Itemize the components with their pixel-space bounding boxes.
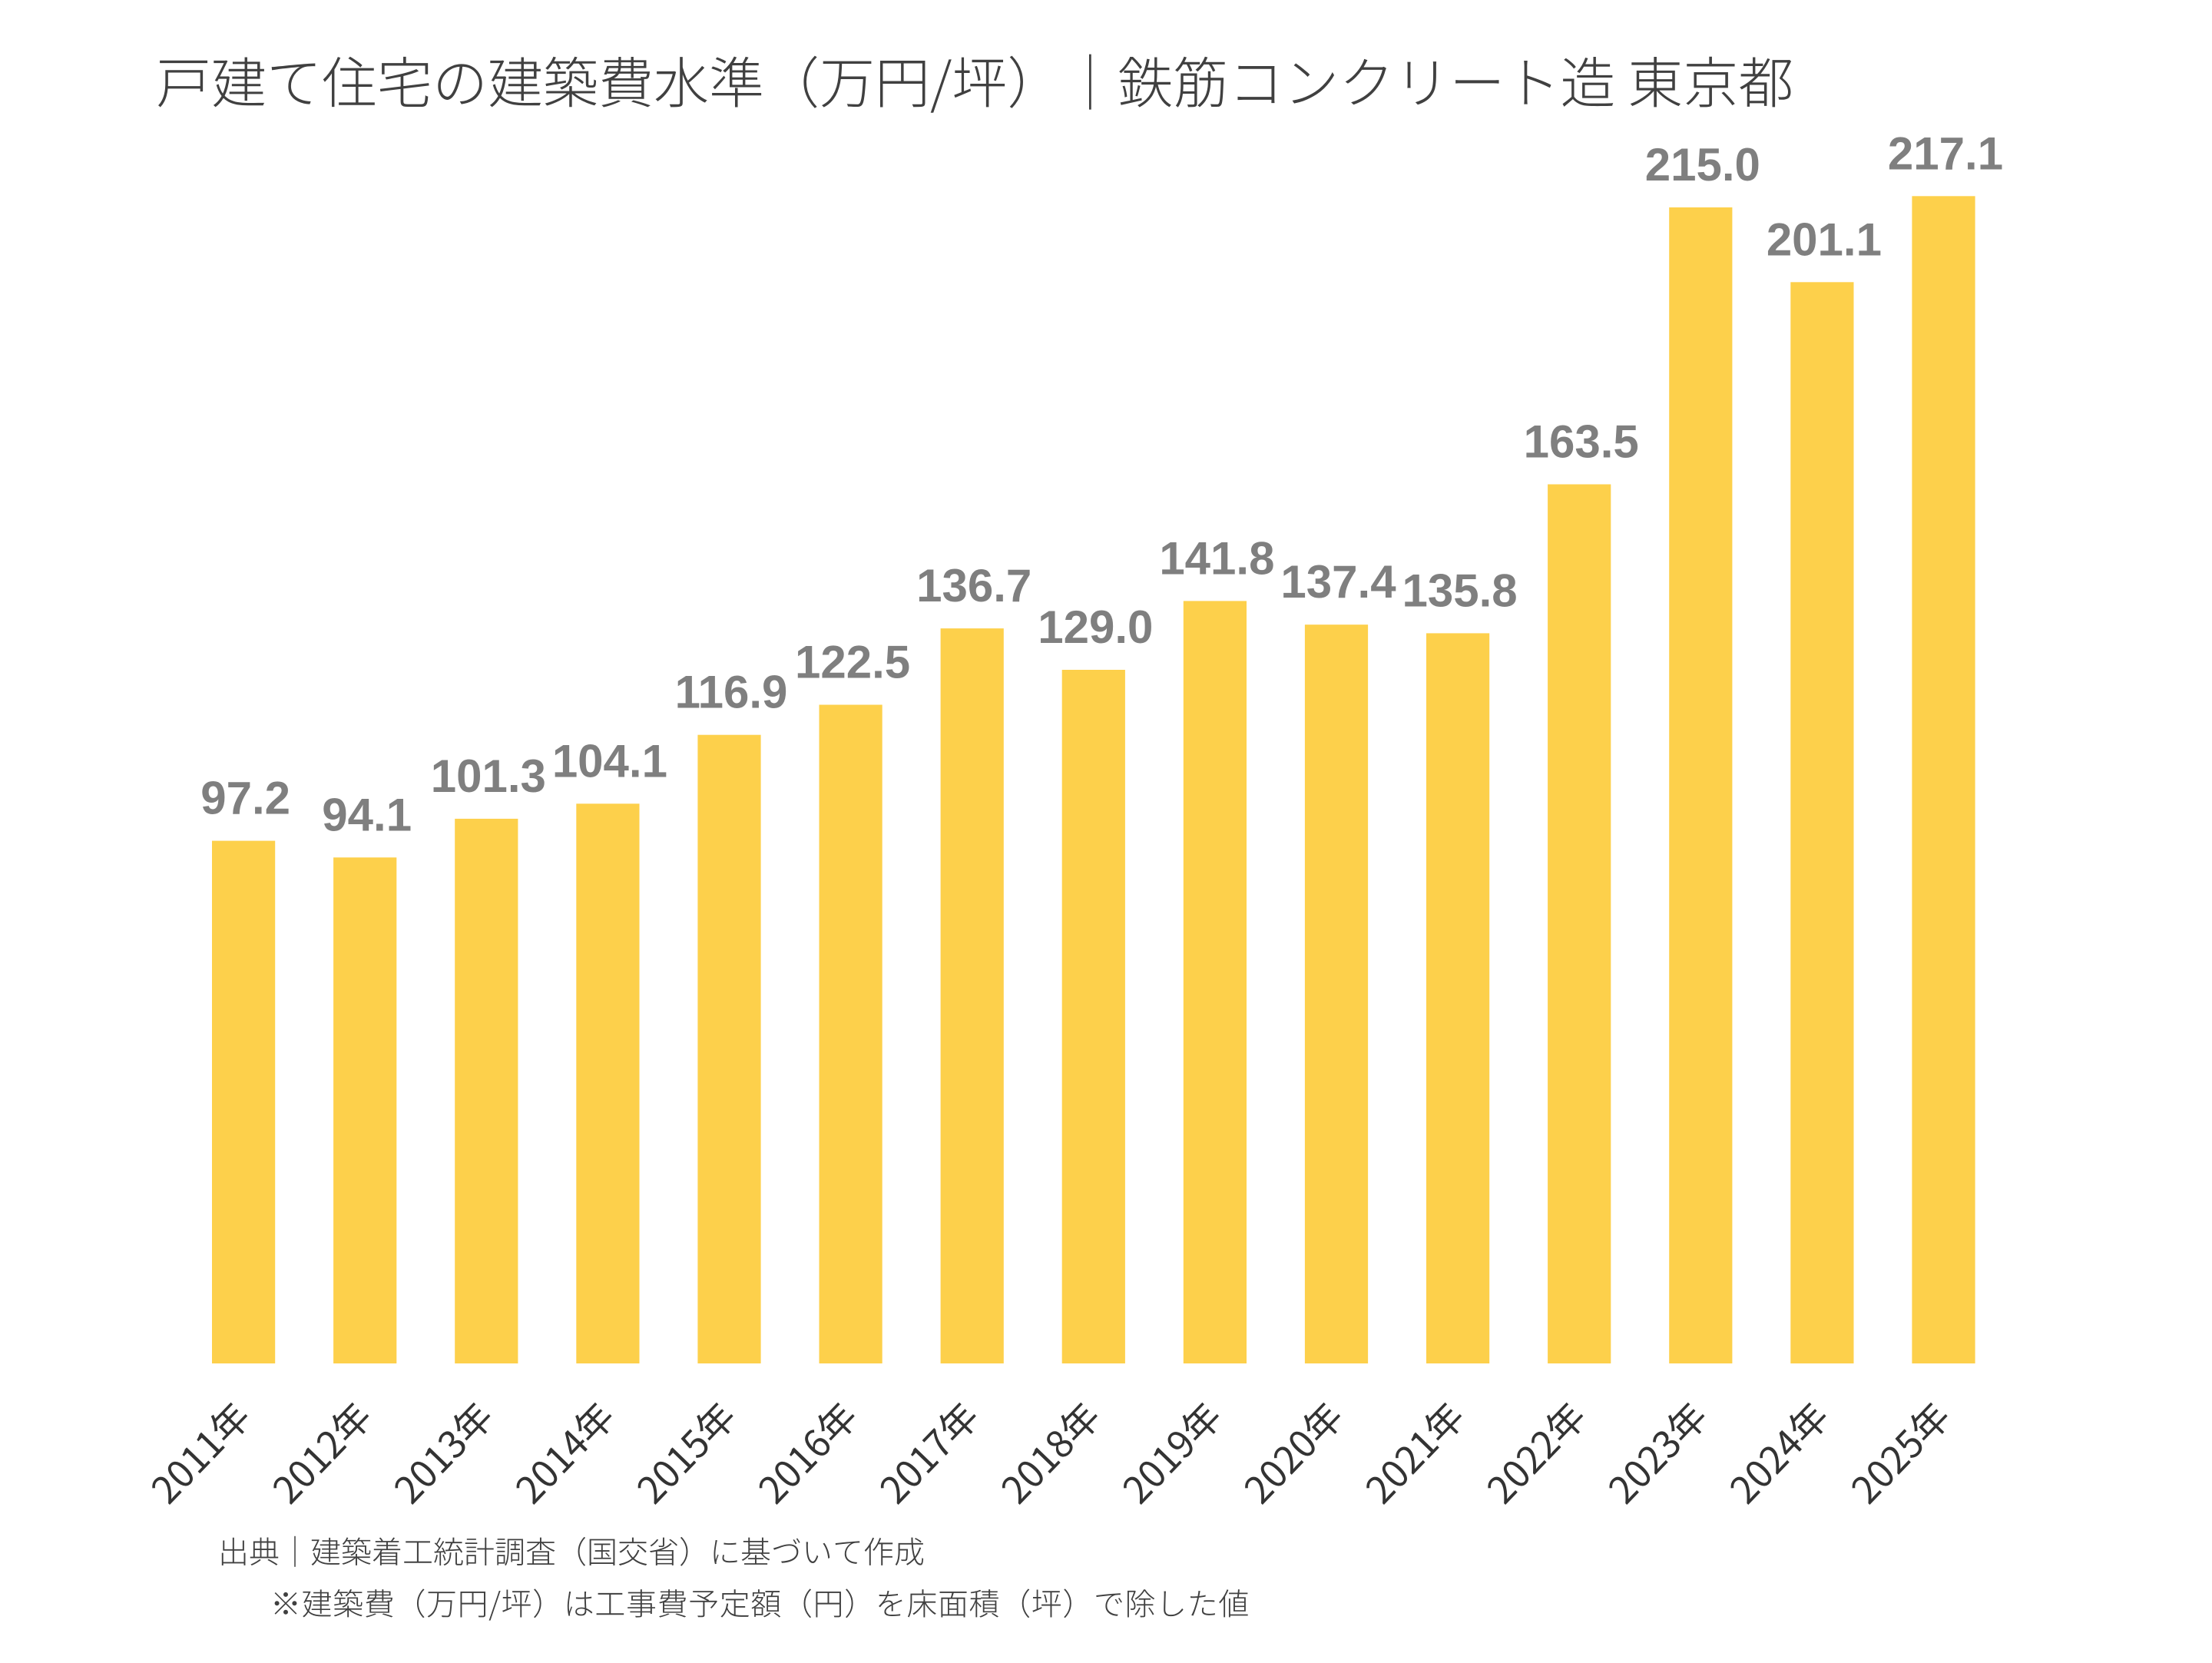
svg-text:116.9: 116.9 [675, 667, 788, 718]
svg-text:217.1: 217.1 [1888, 128, 2003, 179]
svg-text:137.4: 137.4 [1280, 556, 1396, 608]
svg-text:141.8: 141.8 [1159, 532, 1274, 584]
svg-text:201.1: 201.1 [1767, 214, 1882, 265]
svg-text:135.8: 135.8 [1402, 565, 1518, 616]
svg-text:136.7: 136.7 [916, 560, 1031, 611]
svg-text:97.2: 97.2 [200, 773, 290, 824]
svg-text:163.5: 163.5 [1524, 416, 1639, 468]
svg-text:215.0: 215.0 [1645, 139, 1760, 190]
svg-text:104.1: 104.1 [552, 735, 667, 787]
svg-text:94.1: 94.1 [322, 789, 412, 840]
svg-text:122.5: 122.5 [795, 637, 910, 688]
svg-text:101.3: 101.3 [431, 750, 546, 802]
svg-text:129.0: 129.0 [1038, 601, 1153, 653]
